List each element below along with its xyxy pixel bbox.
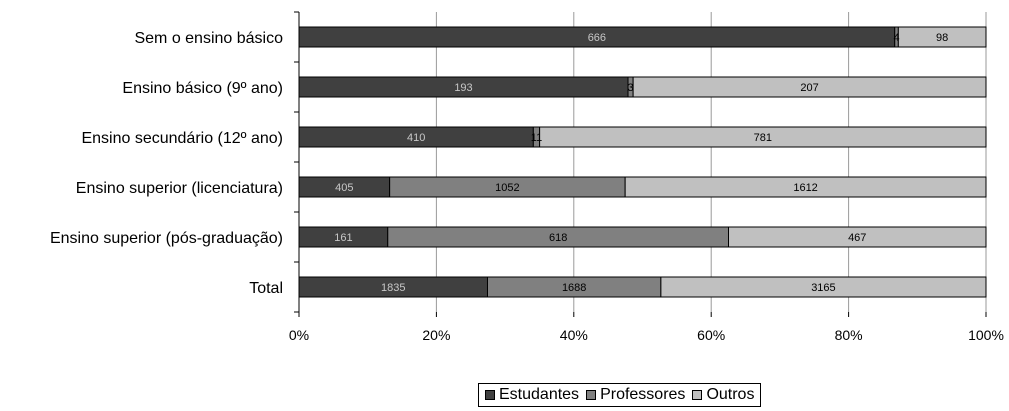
data-label-estudantes: 410 <box>407 132 425 144</box>
bar-segment-outros <box>897 26 987 48</box>
legend-item-estudantes: Estudantes <box>485 386 579 404</box>
data-label-professores: 4 <box>893 32 899 44</box>
data-label-estudantes: 666 <box>588 32 606 44</box>
x-tick-label: 100% <box>968 327 1004 343</box>
data-label-professores: 1688 <box>562 282 586 294</box>
legend-swatch-outros <box>692 390 703 400</box>
legend-item-outros: Outros <box>692 386 754 404</box>
category-label: Total <box>249 280 283 297</box>
x-tick-label: 60% <box>697 327 725 343</box>
category-label: Ensino superior (licenciatura) <box>76 180 283 197</box>
legend-label-estudantes: Estudantes <box>499 386 580 403</box>
data-label-professores: 3 <box>628 82 634 94</box>
legend-swatch-professores <box>586 390 597 400</box>
gridlines <box>435 12 987 312</box>
data-label-outros: 207 <box>800 82 818 94</box>
data-label-professores: 1052 <box>495 182 519 194</box>
legend-swatch-estudantes <box>485 390 495 400</box>
bar-segment-outros <box>728 226 987 248</box>
labels: 0% 20% 40% 60% 80% 100% Sem o ensino básico 666… <box>50 30 1004 343</box>
category-label: Ensino básico (9º ano) <box>122 80 283 97</box>
category-label: Sem o ensino básico <box>134 30 283 47</box>
data-label-outros: 467 <box>848 232 866 244</box>
category-label: Ensino secundário (12º ano) <box>81 130 283 147</box>
bars <box>298 26 987 298</box>
data-label-estudantes: 193 <box>454 82 472 94</box>
legend-label-professores: Professores <box>600 386 686 403</box>
data-label-outros: 3165 <box>811 282 835 294</box>
x-tick-label: 80% <box>835 327 863 343</box>
x-tick-label: 20% <box>422 327 450 343</box>
axes <box>294 11 987 317</box>
category-label: Ensino superior (pós-graduação) <box>50 230 283 247</box>
legend-label-outros: Outros <box>706 386 755 403</box>
bar-segment-outros <box>660 276 987 298</box>
bar-segment-outros <box>539 126 987 148</box>
legend-item-professores: Professores <box>586 386 685 404</box>
x-tick-label: 40% <box>560 327 588 343</box>
data-label-estudantes: 161 <box>334 232 352 244</box>
data-label-outros: 781 <box>754 132 772 144</box>
bar-segment-outros <box>624 176 987 198</box>
data-label-outros: 1612 <box>793 182 817 194</box>
legend: Estudantes Professores Outros <box>478 383 762 407</box>
data-label-outros: 98 <box>936 32 948 44</box>
data-label-estudantes: 405 <box>335 182 353 194</box>
stacked-bar-chart: 0% 20% 40% 60% 80% 100% Sem o ensino básico 666… <box>50 11 1004 343</box>
bar-segment-outros <box>632 76 987 98</box>
data-label-professores: 11 <box>531 132 542 144</box>
data-label-professores: 618 <box>549 232 567 244</box>
data-label-estudantes: 1835 <box>381 282 405 294</box>
x-tick-label: 0% <box>289 327 309 343</box>
